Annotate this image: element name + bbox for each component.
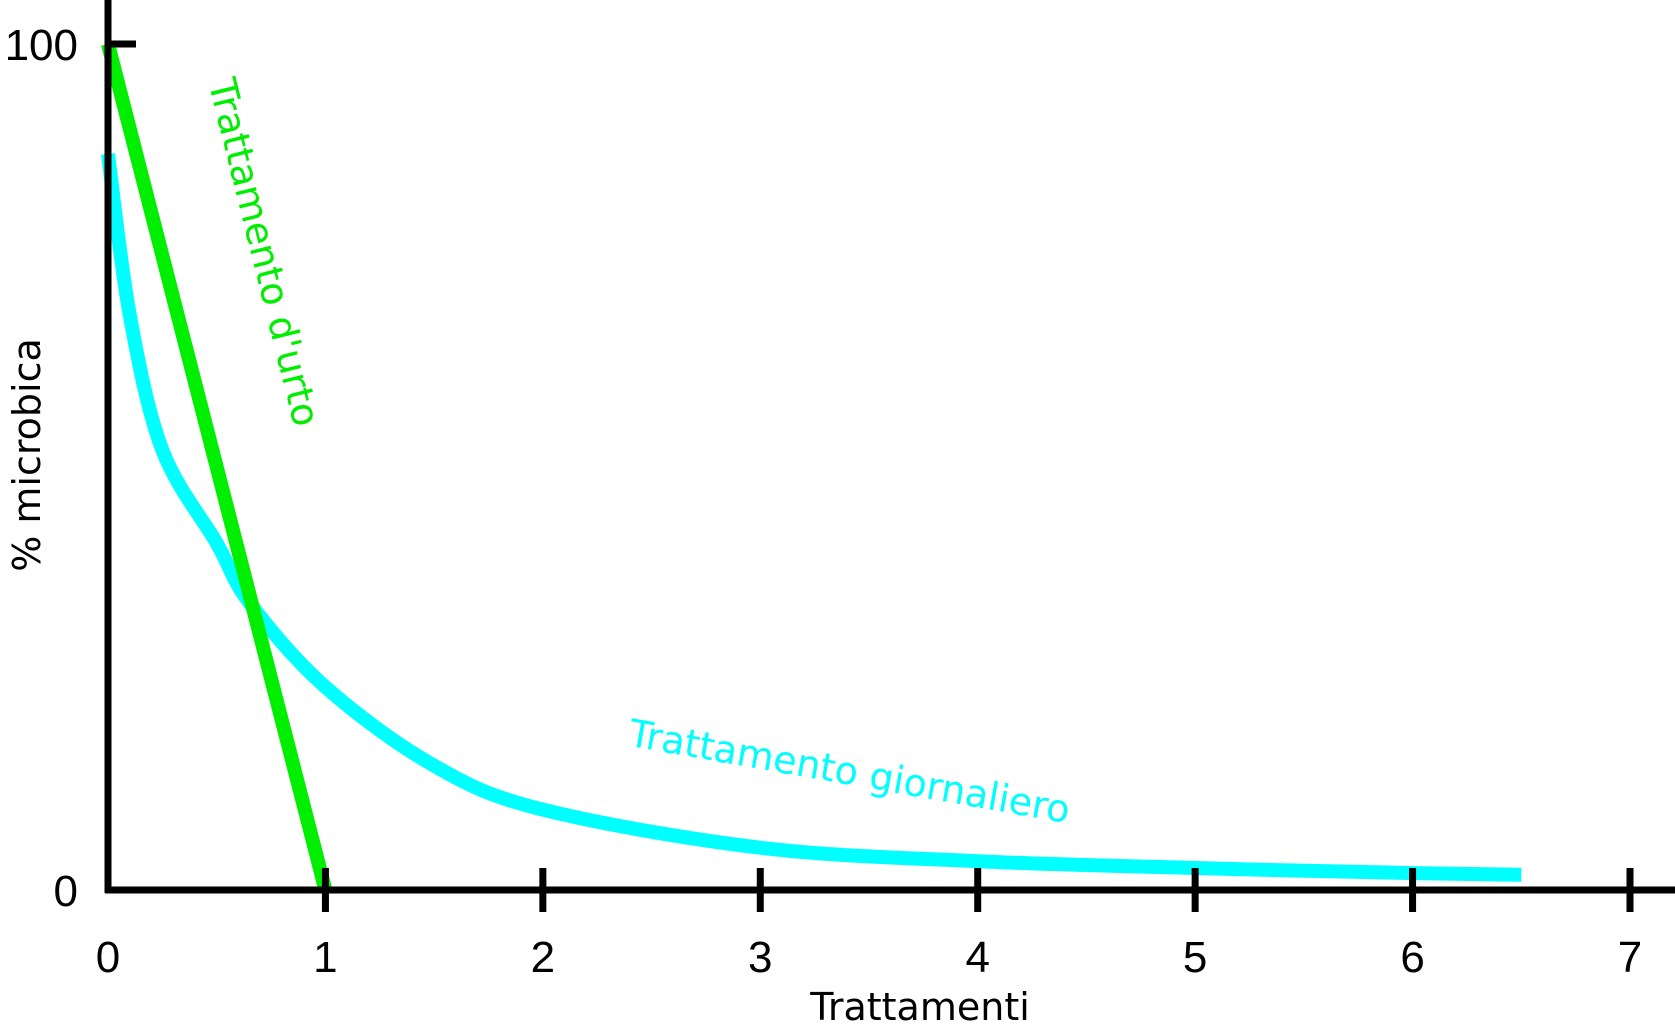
x-tick-label: 4 — [965, 933, 989, 982]
y-tick-label: 0 — [54, 867, 78, 916]
x-tick-label: 5 — [1183, 933, 1207, 982]
x-tick-label: 1 — [313, 933, 337, 982]
series-label-trattamento-d-urto: Trattamento d'urto — [199, 73, 328, 431]
y-axis-title: % microbica — [5, 338, 49, 572]
y-tick-label: 100 — [5, 21, 78, 70]
ticks: 0 1 2 3 4 5 6 7 0 100 — [5, 21, 1643, 982]
labels: Trattamenti % microbica — [5, 338, 1030, 1025]
x-tick-label: 6 — [1400, 933, 1424, 982]
x-tick-label: 7 — [1618, 933, 1642, 982]
series-label-trattamento-giornaliero: Trattamento giornaliero — [625, 711, 1074, 832]
x-tick-label: 0 — [96, 933, 120, 982]
x-axis-title: Trattamenti — [809, 985, 1030, 1025]
x-tick-label: 3 — [748, 933, 772, 982]
plot-series: Trattamento d'urto Trattamento giornalier… — [101, 42, 1522, 892]
series-line-trattamento-d-urto — [101, 42, 333, 892]
x-tick-label: 2 — [531, 933, 555, 982]
